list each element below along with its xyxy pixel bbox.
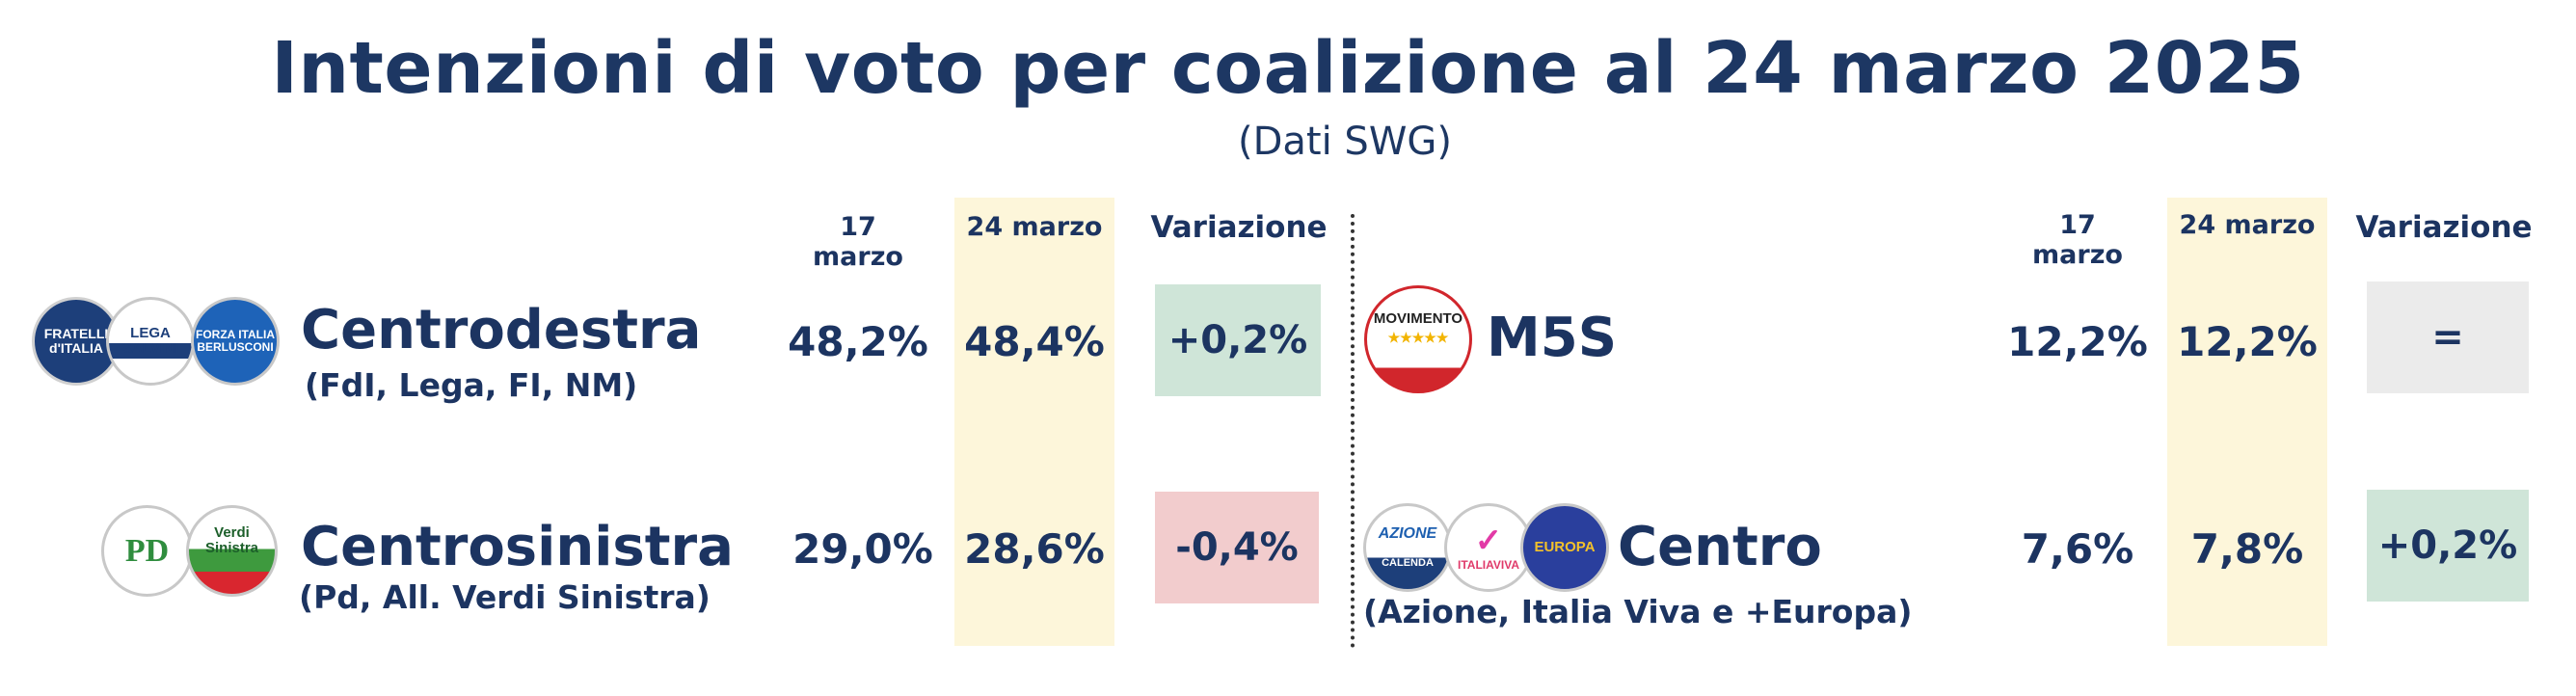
curr-value-centrodestra: 48,4% — [964, 318, 1105, 365]
column-divider — [1351, 214, 1355, 648]
pd-logo: PD — [101, 505, 193, 597]
prev-value-centrosinistra: 29,0% — [792, 525, 933, 573]
fratelli-ditalia-logo: FRATELLI d'ITALIA — [32, 297, 121, 386]
chart-subtitle: (Dati SWG) — [1238, 120, 1452, 164]
iv-check-icon: ✓ — [1474, 522, 1503, 559]
highlight-column-left — [954, 198, 1114, 646]
avs-logo: Verdi Sinistra — [186, 505, 278, 597]
header-variazione-right: Variazione — [2355, 210, 2533, 245]
europa-logo-text: EUROPA — [1534, 539, 1596, 556]
fi-logo-text: FORZA ITALIA BERLUSCONI — [196, 328, 275, 354]
row-name-centrosinistra: Centrosinistra — [301, 516, 734, 578]
highlight-column-right — [2167, 198, 2327, 646]
change-value-centrosinistra: -0,4% — [1175, 525, 1299, 570]
change-value-centro: +0,2% — [2377, 523, 2518, 568]
azione-logo-sub: CALENDA — [1382, 556, 1434, 569]
change-value-m5s: = — [2431, 315, 2464, 360]
prev-value-centro: 7,6% — [2021, 525, 2134, 573]
header-variazione-left: Variazione — [1150, 210, 1328, 245]
header-24-marzo-right: 24 marzo — [2179, 210, 2316, 240]
header-24-marzo-left: 24 marzo — [966, 212, 1103, 242]
row-detail-centro: (Azione, Italia Viva e +Europa) — [1363, 593, 1913, 630]
avs-logo-text: Verdi Sinistra — [204, 524, 259, 556]
azione-logo: AZIONE CALENDA — [1363, 503, 1452, 592]
change-box-centrodestra: +0,2% — [1155, 284, 1321, 396]
row-name-centro: Centro — [1618, 516, 1822, 578]
prev-value-centrodestra: 48,2% — [788, 318, 928, 365]
m5s-logo: MOVIMENTO ★★★★★ 2050 — [1364, 285, 1472, 393]
lega-logo: LEGA SALVINI — [106, 297, 195, 386]
fdi-logo-text: FRATELLI d'ITALIA — [43, 326, 109, 356]
curr-value-centro: 7,8% — [2190, 525, 2304, 573]
row-name-centrodestra: Centrodestra — [301, 299, 702, 361]
curr-value-centrosinistra: 28,6% — [964, 525, 1105, 573]
m5s-logo-year: 2050 — [1403, 351, 1434, 367]
header-17-marzo-left: 17 marzo — [813, 212, 903, 272]
header-17-marzo-right: 17 marzo — [2032, 210, 2123, 270]
azione-logo-text: AZIONE — [1378, 524, 1437, 542]
curr-value-m5s: 12,2% — [2177, 318, 2318, 365]
iv-logo-text: ITALIAVIVA — [1458, 557, 1519, 572]
forza-italia-logo: FORZA ITALIA BERLUSCONI — [191, 297, 280, 386]
change-box-centro: +0,2% — [2367, 490, 2529, 602]
change-value-centrodestra: +0,2% — [1167, 318, 1308, 362]
chart-title: Intenzioni di voto per coalizione al 24 … — [271, 27, 2305, 110]
row-name-m5s: M5S — [1487, 307, 1618, 369]
lega-logo-text: LEGA SALVINI — [109, 324, 192, 359]
m5s-stars-icon: ★★★★★ — [1387, 330, 1449, 346]
piu-europa-logo: EUROPA — [1520, 503, 1609, 592]
row-detail-centrodestra: (FdI, Lega, FI, NM) — [305, 366, 638, 404]
row-detail-centrosinistra: (Pd, All. Verdi Sinistra) — [299, 578, 711, 616]
pd-logo-text: PD — [124, 532, 170, 569]
m5s-logo-text: MOVIMENTO — [1373, 310, 1463, 328]
change-box-m5s: = — [2367, 281, 2529, 393]
prev-value-m5s: 12,2% — [2007, 318, 2148, 365]
change-box-centrosinistra: -0,4% — [1155, 492, 1319, 603]
